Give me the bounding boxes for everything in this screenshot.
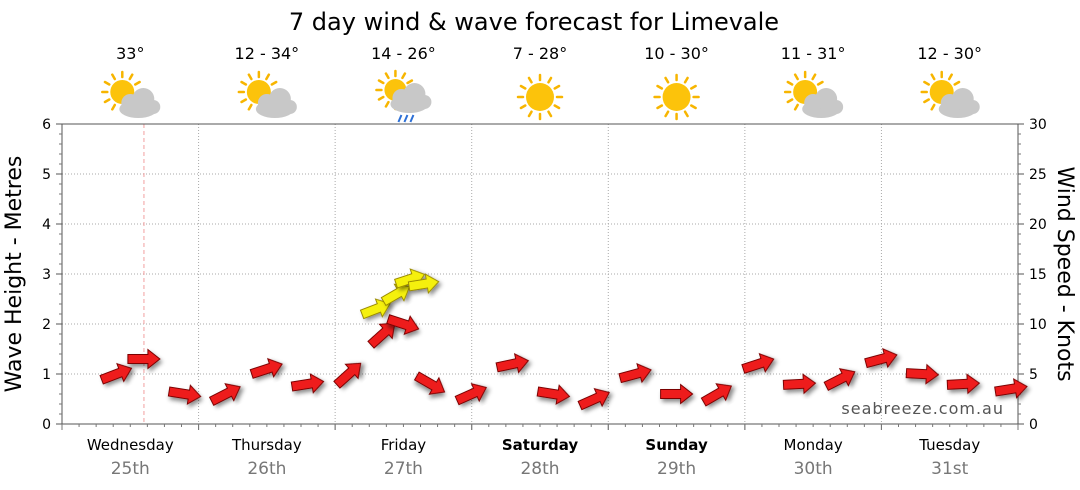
wind-arrow [864,347,898,369]
left-axis-title: Wave Height - Metres [2,156,27,393]
cloud-rain-icon [375,69,432,123]
day-date-label: 26th [247,459,286,479]
day-name-label: Tuesday [918,436,980,454]
wind-arrow [782,373,817,395]
day-weather-header: 33° 12 - 34° 14 - 26° 7 - 28° 10 - 30° 11 - 3… [101,44,982,123]
left-tick-label: 1 [42,367,51,383]
left-y-axis: 0 1 2 3 4 5 6 [42,117,62,433]
wind-arrow [994,378,1028,399]
right-tick-label: 25 [1029,167,1047,183]
wind-arrow [741,352,775,374]
day-temperature-label: 11 - 31° [781,44,846,63]
sun-icon [516,73,564,121]
watermark: seabreeze.com.au [841,399,1004,418]
day-temperature-label: 7 - 28° [513,44,567,63]
partly-cloudy-icon [237,70,297,118]
wind-arrow [946,373,981,395]
day-date-label: 27th [384,459,423,479]
wind-arrow [290,373,325,394]
left-tick-label: 6 [42,117,51,133]
day-date-label: 29th [657,459,696,479]
wind-arrow [127,348,161,370]
right-tick-label: 5 [1029,367,1038,383]
day-temperature-label: 12 - 30° [917,44,982,63]
wind-arrow [536,384,571,405]
day-date-label: 30th [794,459,833,479]
wind-arrow [99,362,133,385]
day-date-label: 28th [520,459,559,479]
left-tick-label: 3 [42,267,51,283]
right-tick-label: 30 [1029,117,1047,133]
wind-arrow [386,314,420,336]
grid-lines [62,124,1018,424]
wind-arrow [823,368,856,391]
chart-title: 7 day wind & wave forecast for Limevale [289,8,779,36]
right-tick-label: 15 [1029,267,1047,283]
day-date-label: 25th [111,459,150,479]
day-temperature-label: 10 - 30° [644,44,709,63]
day-temperature-label: 12 - 34° [235,44,300,63]
gust-arrow [407,273,440,295]
left-tick-label: 4 [42,217,51,233]
day-name-label: Friday [381,436,427,454]
right-tick-label: 20 [1029,217,1047,233]
partly-cloudy-icon [920,70,980,118]
day-name-label: Sunday [645,436,708,454]
wind-arrow [413,371,446,395]
partly-cloudy-icon [783,70,844,118]
left-tick-label: 5 [42,167,51,183]
partly-cloudy-icon [101,70,161,118]
day-temperature-label: 33° [116,44,144,63]
gust-arrow [359,298,391,320]
wind-arrow [454,382,488,406]
day-name-label: Saturday [502,436,579,454]
right-tick-label: 10 [1029,317,1047,333]
wind-arrow [333,362,362,389]
chart-marks [99,268,1028,411]
right-axis-title: Wind Speed - Knots [1052,166,1077,381]
wind-arrow [249,357,283,379]
left-tick-label: 0 [42,417,51,433]
x-axis-days: Wednesday 25th Thursday 26th Friday 27th Satur… [61,424,1019,479]
wind-arrow [618,362,652,384]
day-temperature-label: 14 - 26° [371,44,436,63]
day-name-label: Thursday [231,436,302,454]
wind-arrow [367,322,396,349]
wind-arrow [495,352,530,374]
wind-arrow [208,383,241,406]
right-tick-label: 0 [1029,417,1038,433]
day-date-label: 31st [931,459,968,479]
wind-arrow [905,363,940,385]
wind-arrow [167,384,202,405]
gust-arrow [380,283,411,307]
day-name-label: Wednesday [87,436,174,454]
wind-arrow [700,383,733,407]
wind-arrow [660,383,694,405]
right-y-axis: 0 5 10 15 20 25 30 [1018,117,1047,433]
day-name-label: Monday [784,436,843,454]
wind-arrow [577,387,610,411]
sun-icon [653,73,700,121]
left-tick-label: 2 [42,317,51,333]
